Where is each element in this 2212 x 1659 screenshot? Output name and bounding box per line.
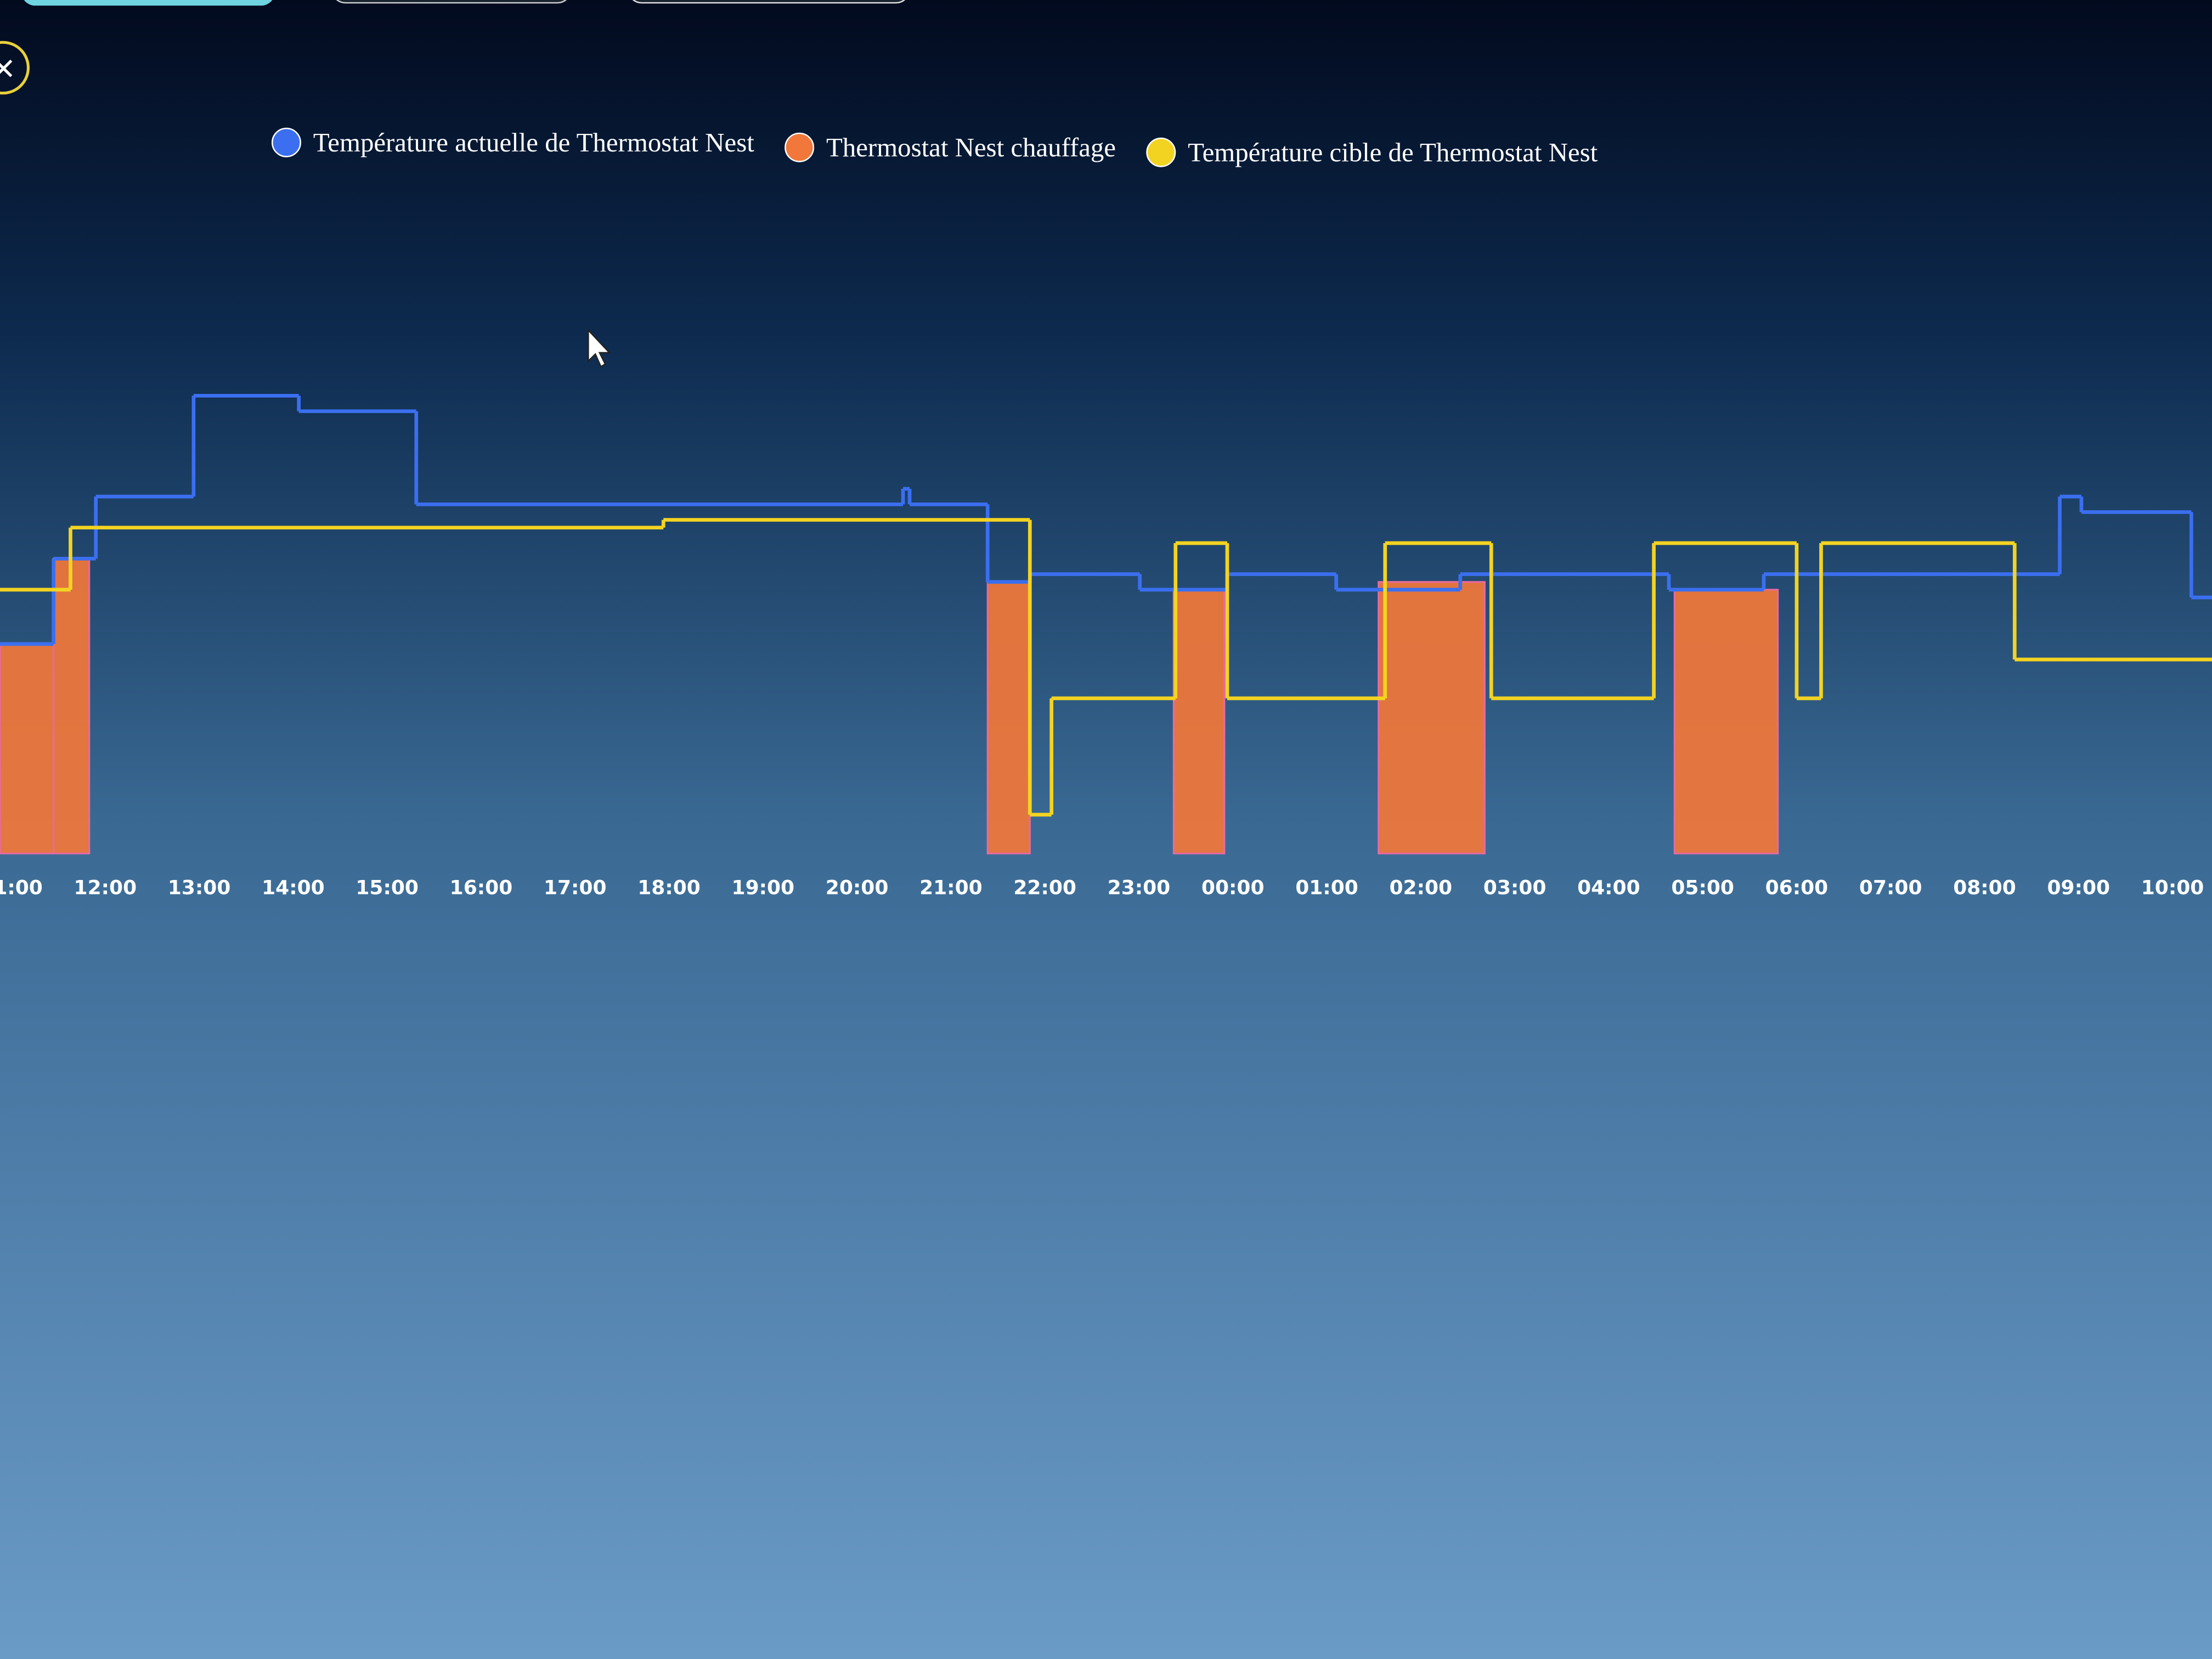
x-tick-label: 05:00 <box>1671 877 1734 899</box>
tab[interactable] <box>21 0 275 6</box>
x-tick-label: 20:00 <box>826 877 889 899</box>
x-tick-label: 23:00 <box>1108 877 1171 899</box>
legend: Température actuelle de Thermostat Nest T… <box>272 127 1598 167</box>
close-button[interactable] <box>0 41 30 95</box>
x-tick-label: 15:00 <box>356 877 419 899</box>
x-tick-label: 22:00 <box>1013 877 1076 899</box>
x-tick-label: 19:00 <box>732 877 795 899</box>
legend-label: Température actuelle de Thermostat Nest <box>313 127 754 157</box>
heating-area <box>0 643 55 855</box>
x-tick-label: 08:00 <box>1953 877 2016 899</box>
heating-area <box>1673 589 1779 855</box>
legend-marker <box>785 132 815 162</box>
tab[interactable] <box>331 0 571 4</box>
heating-area <box>1378 581 1486 855</box>
x-tick-label: 18:00 <box>637 877 701 899</box>
x-tick-label: 01:00 <box>1295 877 1358 899</box>
x-tick-label: 14:00 <box>262 877 325 899</box>
legend-label: Température cible de Thermostat Nest <box>1188 137 1598 167</box>
x-tick-label: 16:00 <box>450 877 513 899</box>
heating-area <box>986 581 1031 855</box>
legend-label: Thermostat Nest chauffage <box>826 132 1116 162</box>
plot-area <box>0 393 2212 855</box>
x-tick-label: 04:00 <box>1577 877 1640 899</box>
x-axis: 11:00 12:00 13:00 14:00 15:00 16:00 17:00 18:00… <box>0 877 2204 899</box>
legend-marker <box>1146 137 1176 167</box>
x-tick-label: 07:00 <box>1859 877 1922 899</box>
x-tick-label: 21:00 <box>919 877 983 899</box>
x-tick-label: 17:00 <box>544 877 607 899</box>
x-tick-label: 03:00 <box>1483 877 1547 899</box>
x-tick-label: 11:00 <box>0 877 43 899</box>
x-tick-label: 06:00 <box>1765 877 1829 899</box>
legend-marker <box>272 127 301 157</box>
x-tick-label: 09:00 <box>2047 877 2110 899</box>
x-tick-label: 10:00 <box>2141 877 2204 899</box>
tab[interactable] <box>628 0 910 4</box>
mouse-cursor <box>588 328 611 368</box>
x-tick-label: 00:00 <box>1201 877 1265 899</box>
x-tick-label: 12:00 <box>74 877 137 899</box>
x-tick-label: 13:00 <box>168 877 231 899</box>
heating-area <box>53 557 91 855</box>
heating-area <box>1172 589 1226 855</box>
x-tick-label: 02:00 <box>1390 877 1453 899</box>
